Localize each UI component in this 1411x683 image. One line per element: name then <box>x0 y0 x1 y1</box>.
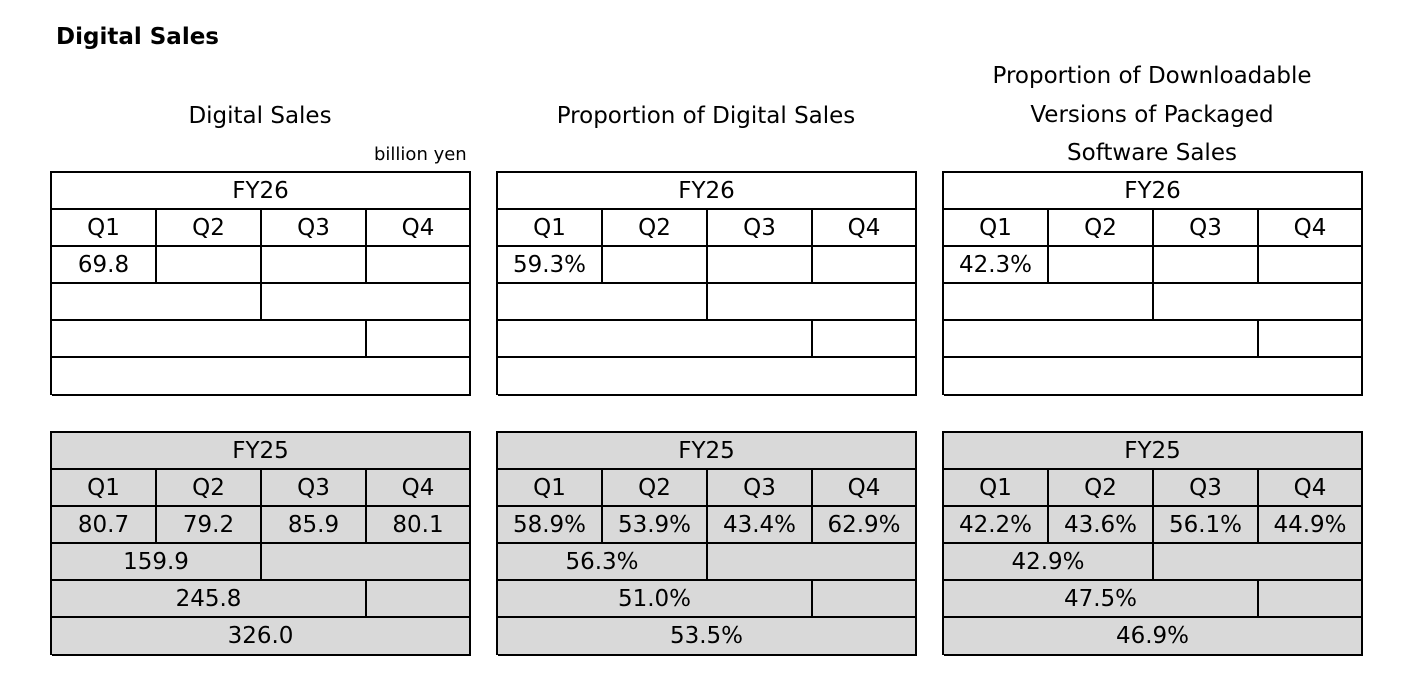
first-half-value: 159.9 <box>52 544 262 581</box>
quarter-value: 59.3% <box>498 247 603 284</box>
empty-cell <box>813 321 917 358</box>
quarter-header: Q4 <box>367 470 471 507</box>
full-year-value: 53.5% <box>498 618 917 656</box>
digital-sales-heading: Digital Sales <box>188 103 332 129</box>
empty-cell <box>1259 581 1363 618</box>
quarter-value <box>157 247 262 284</box>
empty-cell <box>262 544 471 581</box>
quarter-header: Q2 <box>603 470 708 507</box>
quarter-header: Q4 <box>1259 210 1363 247</box>
quarter-value <box>708 247 813 284</box>
nine-months-value: 47.5% <box>944 581 1259 618</box>
full-year-value <box>498 358 917 396</box>
full-year-value <box>944 358 1363 396</box>
quarter-header: Q3 <box>708 470 813 507</box>
quarter-header: Q1 <box>944 470 1049 507</box>
quarter-value: 42.2% <box>944 507 1049 544</box>
quarter-value <box>1259 247 1363 284</box>
first-half-value: 42.9% <box>944 544 1154 581</box>
quarter-value: 62.9% <box>813 507 917 544</box>
quarter-value <box>603 247 708 284</box>
year-header: FY25 <box>52 433 471 470</box>
fy26-table: FY26 Q1 Q2 Q3 Q4 59.3% <box>496 171 917 396</box>
full-year-value: 326.0 <box>52 618 471 656</box>
quarter-header: Q2 <box>603 210 708 247</box>
year-header: FY26 <box>944 173 1363 210</box>
quarter-header: Q4 <box>813 470 917 507</box>
empty-cell <box>367 321 471 358</box>
first-half-value <box>944 284 1154 321</box>
fy25-table: FY25 Q1 Q2 Q3 Q4 80.7 79.2 85.9 80.1 159.9 245.8 32… <box>50 431 471 656</box>
empty-cell <box>708 284 917 321</box>
year-header: FY26 <box>498 173 917 210</box>
nine-months-value: 51.0% <box>498 581 813 618</box>
full-year-value <box>52 358 471 396</box>
download-proportion-heading: Proportion of Downloadable <box>992 63 1312 89</box>
full-year-value: 46.9% <box>944 618 1363 656</box>
empty-cell <box>813 581 917 618</box>
quarter-header: Q4 <box>1259 470 1363 507</box>
empty-cell <box>367 581 471 618</box>
quarter-value: 58.9% <box>498 507 603 544</box>
quarter-header: Q4 <box>367 210 471 247</box>
empty-cell <box>1259 321 1363 358</box>
quarter-value: 56.1% <box>1154 507 1259 544</box>
year-header: FY25 <box>498 433 917 470</box>
quarter-value: 80.7 <box>52 507 157 544</box>
quarter-header: Q2 <box>157 470 262 507</box>
quarter-header: Q4 <box>813 210 917 247</box>
quarter-header: Q3 <box>262 470 367 507</box>
nine-months-value <box>52 321 367 358</box>
fy25-table: FY25 Q1 Q2 Q3 Q4 42.2% 43.6% 56.1% 44.9% 42.9% 47.… <box>942 431 1363 656</box>
quarter-header: Q2 <box>1049 470 1154 507</box>
quarter-header: Q3 <box>1154 470 1259 507</box>
first-half-value <box>52 284 262 321</box>
page-title: Digital Sales <box>56 24 219 50</box>
quarter-value <box>262 247 367 284</box>
unit-label: billion yen <box>374 144 467 165</box>
year-header: FY26 <box>52 173 471 210</box>
year-header: FY25 <box>944 433 1363 470</box>
quarter-value: 79.2 <box>157 507 262 544</box>
quarter-header: Q3 <box>262 210 367 247</box>
quarter-header: Q3 <box>708 210 813 247</box>
nine-months-value <box>498 321 813 358</box>
nine-months-value: 245.8 <box>52 581 367 618</box>
fy25-table: FY25 Q1 Q2 Q3 Q4 58.9% 53.9% 43.4% 62.9% 56.3% 51.… <box>496 431 917 656</box>
quarter-value: 43.6% <box>1049 507 1154 544</box>
quarter-value: 42.3% <box>944 247 1049 284</box>
empty-cell <box>262 284 471 321</box>
download-proportion-heading: Software Sales <box>1067 140 1237 166</box>
first-half-value <box>498 284 708 321</box>
quarter-header: Q2 <box>1049 210 1154 247</box>
quarter-value: 43.4% <box>708 507 813 544</box>
quarter-value: 80.1 <box>367 507 471 544</box>
quarter-header: Q1 <box>52 470 157 507</box>
fy26-table: FY26 Q1 Q2 Q3 Q4 69.8 <box>50 171 471 396</box>
nine-months-value <box>944 321 1259 358</box>
quarter-value <box>1154 247 1259 284</box>
quarter-value <box>813 247 917 284</box>
fy26-table: FY26 Q1 Q2 Q3 Q4 42.3% <box>942 171 1363 396</box>
quarter-header: Q1 <box>498 210 603 247</box>
quarter-header: Q1 <box>498 470 603 507</box>
download-proportion-heading: Versions of Packaged <box>1030 101 1274 128</box>
quarter-header: Q2 <box>157 210 262 247</box>
first-half-value: 56.3% <box>498 544 708 581</box>
digital-sales-proportion-heading: Proportion of Digital Sales <box>556 103 856 129</box>
quarter-value: 44.9% <box>1259 507 1363 544</box>
quarter-value <box>367 247 471 284</box>
quarter-header: Q1 <box>52 210 157 247</box>
quarter-value: 85.9 <box>262 507 367 544</box>
quarter-value: 69.8 <box>52 247 157 284</box>
quarter-header: Q3 <box>1154 210 1259 247</box>
quarter-value: 53.9% <box>603 507 708 544</box>
empty-cell <box>1154 544 1363 581</box>
empty-cell <box>708 544 917 581</box>
empty-cell <box>1154 284 1363 321</box>
quarter-value <box>1049 247 1154 284</box>
quarter-header: Q1 <box>944 210 1049 247</box>
